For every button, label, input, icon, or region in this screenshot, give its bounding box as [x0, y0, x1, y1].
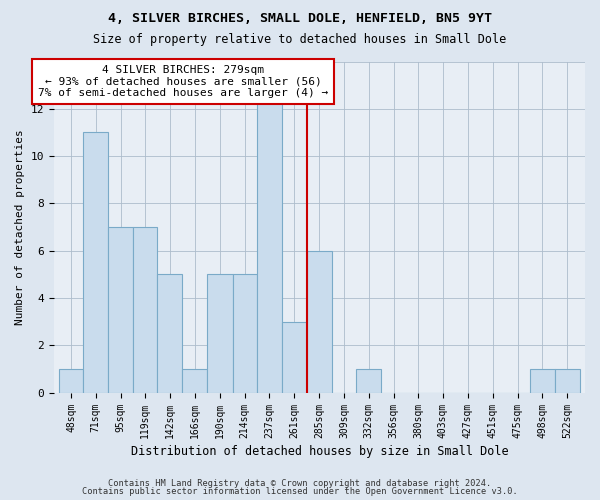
Bar [530, 369, 554, 392]
Bar [356, 369, 381, 392]
Text: 4 SILVER BIRCHES: 279sqm
← 93% of detached houses are smaller (56)
7% of semi-de: 4 SILVER BIRCHES: 279sqm ← 93% of detach… [38, 65, 328, 98]
Bar [208, 274, 233, 392]
Text: Contains public sector information licensed under the Open Government Licence v3: Contains public sector information licen… [82, 487, 518, 496]
Text: Contains HM Land Registry data © Crown copyright and database right 2024.: Contains HM Land Registry data © Crown c… [109, 478, 491, 488]
Bar [233, 274, 257, 392]
Bar [307, 250, 332, 392]
X-axis label: Distribution of detached houses by size in Small Dole: Distribution of detached houses by size … [131, 444, 508, 458]
Text: 4, SILVER BIRCHES, SMALL DOLE, HENFIELD, BN5 9YT: 4, SILVER BIRCHES, SMALL DOLE, HENFIELD,… [108, 12, 492, 26]
Bar [257, 85, 282, 392]
Bar [108, 227, 133, 392]
Bar [83, 132, 108, 392]
Bar [133, 227, 157, 392]
Y-axis label: Number of detached properties: Number of detached properties [15, 129, 25, 325]
Text: Size of property relative to detached houses in Small Dole: Size of property relative to detached ho… [94, 32, 506, 46]
Bar [182, 369, 208, 392]
Bar [282, 322, 307, 392]
Bar [157, 274, 182, 392]
Bar [554, 369, 580, 392]
Bar [59, 369, 83, 392]
